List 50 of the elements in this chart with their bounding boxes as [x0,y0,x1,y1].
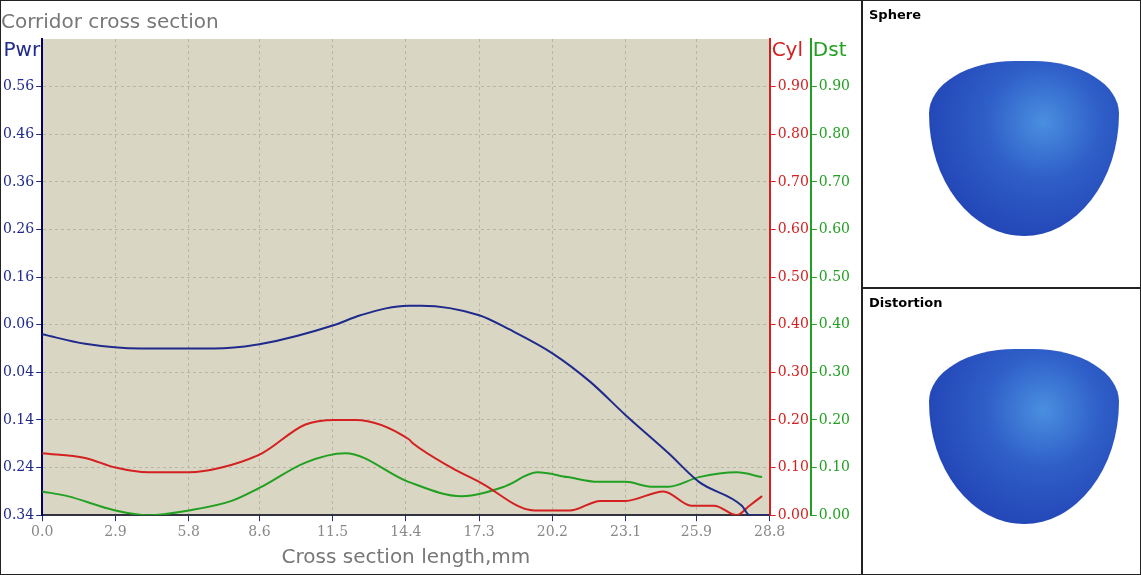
y3-tick-label: 0.70 [818,172,850,189]
y2-tick-label: 0.00 [777,505,809,522]
y3-tick-label: 0.20 [818,410,850,427]
y2-tick-label: 0.80 [777,124,809,141]
chart-title: Corridor cross section [1,9,219,34]
y-tick-label: 0.56 [3,77,35,94]
y2-tick-label: 0.90 [777,77,809,94]
y-tick-label: 0.14 [3,410,35,427]
y3-tick-label: 0.60 [818,220,850,237]
x-tick-label: 8.6 [248,523,271,540]
text: Sphere [868,6,922,24]
y3-tick-label: 0.40 [818,315,850,332]
y2-tick-label: 0.70 [777,172,809,189]
y3-tick-label: 0.10 [818,458,850,475]
y3-tick-label: 0.80 [818,124,850,141]
y2-tick-label: 0.10 [777,458,809,475]
x-tick-label: 28.8 [754,523,786,540]
y2-tick-label: 0.60 [777,220,809,237]
y-tick-label: 0.24 [3,458,35,475]
y2-tick-label: 0.30 [777,362,809,379]
y3-tick-label: 0.30 [818,362,850,379]
y-tick-label: 0.06 [3,315,35,332]
y3-axis-title: Dst [812,37,847,62]
y-axis-title: Pwr [3,37,41,62]
x-tick-label: 20.2 [536,523,569,540]
y2-tick-label: 0.20 [777,410,809,427]
y-tick-label: 0.36 [3,172,35,189]
x-tick-label: 17.3 [463,523,495,540]
y2-tick-label: 0.50 [777,267,809,284]
x-tick-label: 2.9 [104,523,127,540]
x-axis-title: Cross section length,mm [281,544,531,569]
y-tick-label: 0.34 [3,505,35,522]
text: Distortion [868,293,944,312]
line-series [42,418,764,516]
y-tick-label: 0.16 [3,267,35,284]
x-tick-label: 25.9 [680,523,712,540]
y-tick-label: 0.46 [3,124,35,141]
y-tick-label: 0.26 [3,220,35,237]
y3-tick-label: 0.90 [818,77,850,94]
x-tick-label: 5.8 [177,523,200,540]
line-series [42,452,764,516]
y-tick-label: 0.04 [3,362,35,379]
x-tick-label: 0.0 [31,523,54,540]
y3-tick-label: 0.00 [818,505,850,522]
x-tick-label: 11.5 [317,523,349,540]
x-tick-label: 23.1 [610,523,642,540]
y3-tick-label: 0.50 [818,267,850,284]
y2-axis-title: Cyl [771,37,804,62]
x-tick-label: 14.4 [390,523,422,540]
y2-tick-label: 0.40 [777,315,809,332]
